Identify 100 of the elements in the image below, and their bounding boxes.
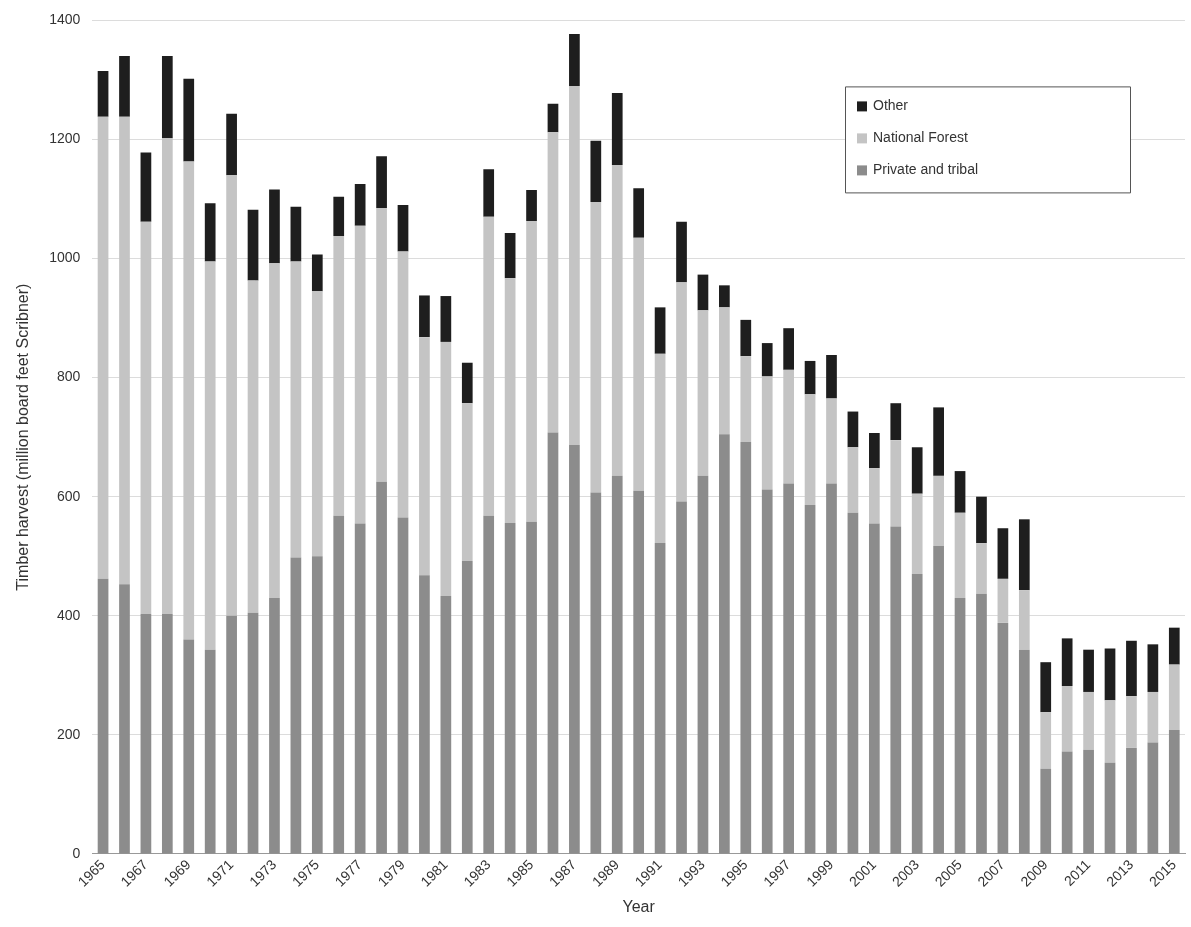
bar xyxy=(976,593,987,854)
y-tick-label: 1400 xyxy=(49,11,81,28)
bar xyxy=(826,354,837,399)
bar xyxy=(611,165,623,476)
bar xyxy=(376,207,387,482)
bar xyxy=(590,201,602,493)
bar xyxy=(1083,691,1094,750)
bar xyxy=(826,483,837,854)
bar xyxy=(269,189,280,264)
bar xyxy=(226,113,237,176)
legend-label: Private and tribal xyxy=(873,161,979,178)
bar xyxy=(440,341,452,597)
bar xyxy=(911,574,923,854)
bar xyxy=(140,613,152,854)
bar xyxy=(290,557,302,854)
bar xyxy=(354,225,366,524)
bar xyxy=(611,475,623,854)
bar xyxy=(1040,768,1052,854)
bar xyxy=(847,411,859,448)
bar xyxy=(161,56,173,139)
bar xyxy=(1018,649,1030,854)
bar xyxy=(204,203,216,262)
bar xyxy=(1083,749,1094,854)
bar xyxy=(740,319,752,357)
bar xyxy=(569,34,580,86)
bar xyxy=(1040,662,1052,713)
bar xyxy=(333,515,345,854)
bar xyxy=(119,116,130,585)
bar xyxy=(997,578,1009,623)
bar xyxy=(1104,700,1116,763)
bar xyxy=(1061,751,1073,854)
x-axis-title: Year xyxy=(622,897,656,915)
bar xyxy=(654,353,666,544)
legend-label: National Forest xyxy=(873,129,969,146)
bar xyxy=(354,523,366,854)
bar xyxy=(354,184,366,226)
bar xyxy=(161,138,173,614)
bar xyxy=(269,263,280,598)
bar xyxy=(569,85,580,445)
y-tick-label: 1000 xyxy=(49,249,81,266)
bar xyxy=(419,337,430,576)
bar xyxy=(226,615,237,854)
bar xyxy=(954,512,966,598)
bar xyxy=(461,560,473,854)
bar xyxy=(804,360,816,395)
bar xyxy=(290,206,302,262)
bar xyxy=(976,496,987,544)
bar xyxy=(868,523,880,854)
bar xyxy=(997,528,1009,579)
bar xyxy=(719,307,730,435)
bar xyxy=(183,639,195,854)
bar xyxy=(526,521,537,854)
bar xyxy=(611,93,623,166)
bar xyxy=(890,526,902,854)
bar xyxy=(1168,664,1180,731)
bar xyxy=(140,221,152,614)
bar xyxy=(183,78,195,162)
bar xyxy=(954,597,966,854)
bar xyxy=(526,221,537,522)
bar xyxy=(1061,686,1073,752)
bar xyxy=(1126,640,1137,697)
y-tick-label: 1200 xyxy=(49,130,81,147)
bar xyxy=(804,505,816,854)
bar xyxy=(804,394,816,506)
bar xyxy=(526,190,537,222)
bar xyxy=(1126,747,1137,854)
bar xyxy=(311,291,323,557)
bar xyxy=(440,296,452,342)
bar xyxy=(1083,649,1094,692)
bar xyxy=(311,556,323,854)
y-tick-label: 400 xyxy=(56,606,81,623)
bar xyxy=(247,209,259,281)
bar xyxy=(890,403,902,441)
bar xyxy=(226,175,237,616)
bar xyxy=(997,622,1009,854)
bar xyxy=(204,261,216,650)
bar xyxy=(590,492,602,854)
bar xyxy=(697,310,709,476)
bar xyxy=(847,447,859,513)
bar xyxy=(783,369,794,484)
bar xyxy=(633,188,645,238)
bar xyxy=(247,612,259,854)
bar xyxy=(933,407,944,476)
bar xyxy=(719,285,730,308)
bar xyxy=(483,515,495,854)
bar xyxy=(1040,712,1052,769)
bar xyxy=(504,278,516,523)
bar xyxy=(397,517,409,854)
bar xyxy=(97,578,109,854)
bar xyxy=(1168,730,1180,854)
bar xyxy=(419,575,430,854)
bar xyxy=(1168,627,1180,665)
bar xyxy=(761,489,773,854)
bar xyxy=(333,235,345,516)
bar xyxy=(1104,762,1116,854)
bar xyxy=(676,282,687,502)
bar xyxy=(419,295,430,338)
bar xyxy=(1018,590,1030,650)
bar xyxy=(333,196,345,236)
bar xyxy=(1147,644,1159,692)
